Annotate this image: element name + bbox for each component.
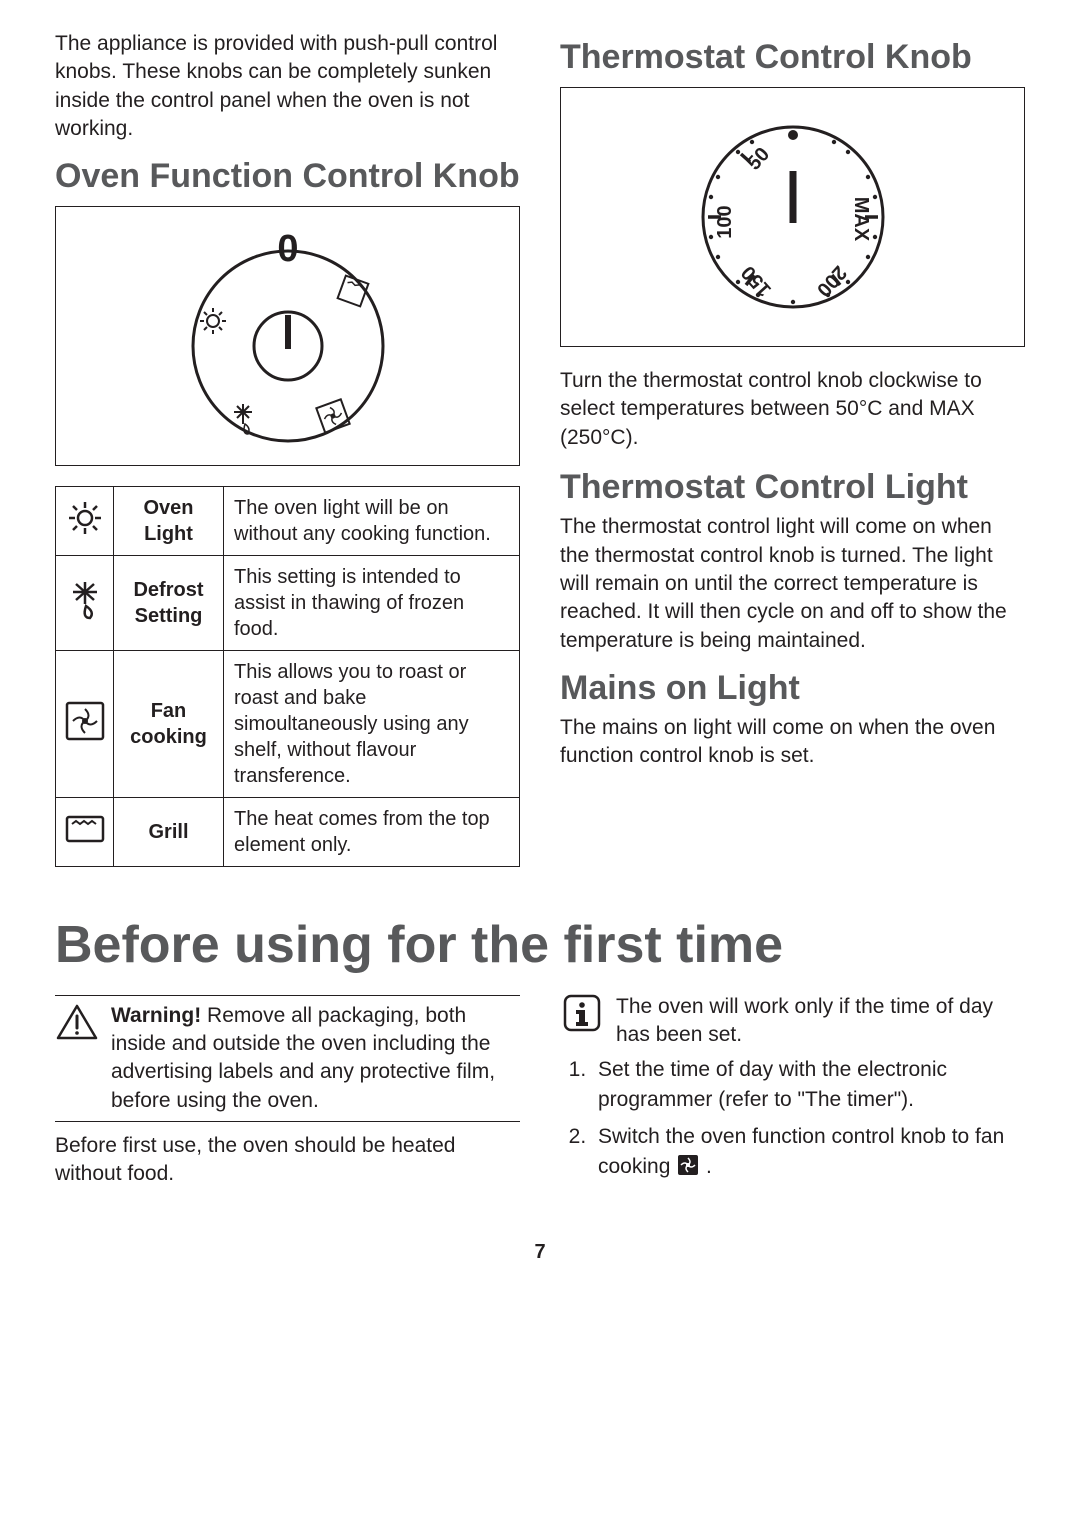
mains-light-text: The mains on light will come on when the… — [560, 714, 1025, 771]
oven-function-knob-figure: 0 — [55, 206, 520, 466]
function-name: Fan — [151, 700, 187, 722]
page-number: 7 — [55, 1241, 1025, 1264]
function-name: Grill — [148, 821, 188, 843]
table-row: Grill The heat comes from the top elemen… — [56, 798, 520, 867]
info-text: The oven will work only if the time of d… — [616, 993, 1025, 1050]
svg-text:0: 0 — [277, 228, 298, 270]
svg-text:200: 200 — [812, 261, 851, 301]
thermostat-knob-figure: 50 100 150 200 MAX — [560, 87, 1025, 347]
defrost-icon — [56, 556, 114, 651]
info-callout: The oven will work only if the time of d… — [560, 993, 1025, 1050]
before-first-use-heading: Before using for the first time — [55, 917, 1025, 974]
function-name: Defrost — [133, 579, 203, 601]
preheat-text: Before first use, the oven should be hea… — [55, 1132, 520, 1189]
table-row: Oven Light The oven light will be on wit… — [56, 487, 520, 556]
warning-callout: Warning! Remove all packaging, both insi… — [55, 1002, 520, 1115]
steps-list: Set the time of day with the electronic … — [560, 1055, 1025, 1185]
oven-functions-table: Oven Light The oven light will be on wit… — [55, 486, 520, 867]
svg-text:50: 50 — [742, 143, 773, 174]
intro-paragraph: The appliance is provided with push-pull… — [55, 30, 520, 143]
function-name: Setting — [135, 605, 203, 627]
function-desc: The oven light will be on without any co… — [224, 487, 520, 556]
table-row: Defrost Setting This setting is intended… — [56, 556, 520, 651]
svg-text:MAX: MAX — [850, 197, 872, 242]
divider — [55, 1121, 520, 1122]
table-row: Fan cooking This allows you to roast or … — [56, 651, 520, 798]
thermostat-knob-heading: Thermostat Control Knob — [560, 38, 1025, 77]
svg-text:150: 150 — [737, 261, 776, 301]
svg-text:100: 100 — [714, 205, 736, 238]
divider — [55, 995, 520, 996]
step-item: Switch the oven function control knob to… — [592, 1122, 1025, 1185]
warning-label: Warning! — [111, 1004, 201, 1027]
function-desc: The heat comes from the top element only… — [224, 798, 520, 867]
function-name: Oven — [143, 497, 193, 519]
grill-icon — [56, 798, 114, 867]
function-name: cooking — [130, 726, 207, 748]
fan-cooking-icon — [676, 1153, 700, 1185]
info-icon — [560, 993, 604, 1033]
fan-cooking-icon — [56, 651, 114, 798]
thermostat-light-heading: Thermostat Control Light — [560, 468, 1025, 507]
warning-icon — [55, 1002, 99, 1042]
thermostat-knob-text: Turn the thermostat control knob clockwi… — [560, 367, 1025, 452]
oven-light-icon — [56, 487, 114, 556]
mains-light-heading: Mains on Light — [560, 669, 1025, 708]
oven-function-heading: Oven Function Control Knob — [55, 157, 520, 196]
step-item: Set the time of day with the electronic … — [592, 1055, 1025, 1114]
function-name: Light — [144, 523, 193, 545]
function-desc: This setting is intended to assist in th… — [224, 556, 520, 651]
thermostat-light-text: The thermostat control light will come o… — [560, 513, 1025, 655]
function-desc: This allows you to roast or roast and ba… — [224, 651, 520, 798]
